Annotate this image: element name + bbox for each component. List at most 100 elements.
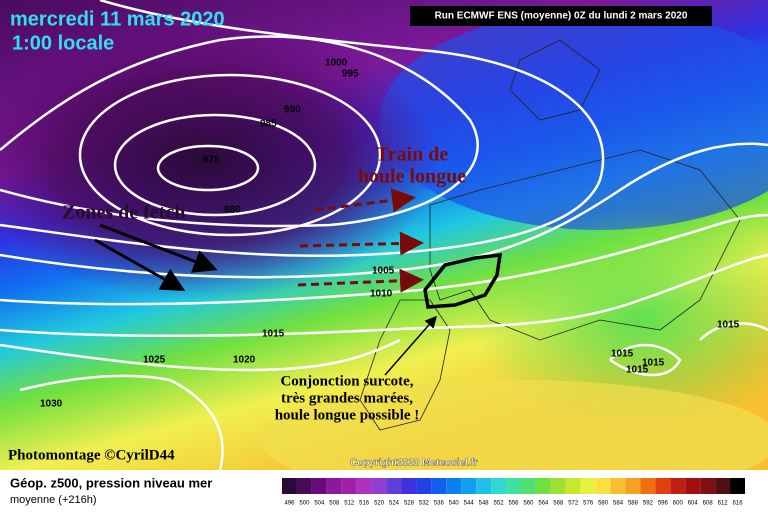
scale-swatch <box>476 478 492 494</box>
scale-label: 516 <box>359 501 370 507</box>
scale-label: 496 <box>284 501 295 507</box>
isobar-label: 1030 <box>40 399 63 410</box>
scale-swatch <box>700 478 716 494</box>
scale-label: 540 <box>449 501 460 507</box>
scale-swatch <box>282 478 297 494</box>
isobars <box>0 0 768 470</box>
scale-label: 588 <box>628 501 639 507</box>
scale-swatch <box>520 478 536 494</box>
scale-label: 616 <box>733 501 744 507</box>
scale-swatch <box>625 478 641 494</box>
time: 1:00 locale <box>12 32 114 54</box>
scale-swatch <box>431 478 447 494</box>
scale-label: 520 <box>374 501 385 507</box>
isobar-label: 1015 <box>262 329 285 340</box>
isobar-labels: 1000 995 990 985 975 980 1005 1010 1015 … <box>40 58 740 410</box>
scale-swatch <box>506 478 521 494</box>
scale-label: 604 <box>688 501 699 507</box>
scale-swatch <box>386 478 402 494</box>
fetch-label: Zones de fetch <box>62 202 185 224</box>
isobar-label: 1015 <box>642 358 665 369</box>
scale-label: 568 <box>553 501 564 507</box>
scale-label: 600 <box>673 501 684 507</box>
scale-swatch <box>730 478 745 494</box>
fetch-arrow <box>99 223 218 273</box>
isobar-label: 980 <box>224 205 241 216</box>
scale-swatch <box>326 478 342 494</box>
scale-swatch <box>595 478 611 494</box>
scale-swatch <box>685 478 701 494</box>
legend-title: Géop. z500, pression niveau mer <box>10 475 212 490</box>
scale-swatch <box>461 478 477 494</box>
run-label: Run ECMWF ENS (moyenne) 0Z du lundi 2 ma… <box>435 11 688 22</box>
pointer-arrow <box>384 315 437 376</box>
color-scale: 496 500 504 508 512 516 520 524 528 532 536 540 544 5… <box>282 478 745 507</box>
scale-swatch <box>670 478 686 494</box>
fetch-arrow <box>94 238 186 291</box>
scale-label: 552 <box>494 501 505 507</box>
isobar-label: 1015 <box>626 365 649 376</box>
scale-label: 608 <box>703 501 714 507</box>
scale-label: 504 <box>314 501 325 507</box>
scale-swatch <box>341 478 357 494</box>
scale-swatch <box>416 478 432 494</box>
scale-label: 596 <box>658 501 669 507</box>
scale-swatch <box>535 478 551 494</box>
scale-label: 500 <box>299 501 310 507</box>
isobar-label: 990 <box>284 105 301 116</box>
scale-swatch <box>371 478 387 494</box>
scale-swatch <box>550 478 566 494</box>
annotations: Train de houle longue Zones de fetch Con… <box>62 144 503 423</box>
scale-label: 576 <box>583 501 594 507</box>
date: mercredi 11 mars 2020 <box>10 8 225 30</box>
scale-swatch <box>655 478 671 494</box>
scale-label: 556 <box>508 501 519 507</box>
scale-label: 580 <box>598 501 609 507</box>
scale-label: 548 <box>479 501 490 507</box>
swell-label: houle longue <box>358 166 466 188</box>
swell-arrow <box>297 268 424 293</box>
isobar-label: 1020 <box>233 355 256 366</box>
swell-arrow <box>314 188 416 213</box>
scale-swatch <box>401 478 417 494</box>
isobar-label: 1015 <box>717 320 740 331</box>
legend-subtitle: moyenne (+216h) <box>10 494 97 506</box>
scale-label: 536 <box>434 501 445 507</box>
conjunction-label: Conjonction surcote, <box>280 373 413 389</box>
scale-swatch <box>580 478 596 494</box>
scale-label: 592 <box>643 501 654 507</box>
credit: Photomontage ©CyrilD44 <box>8 447 175 463</box>
scale-label: 584 <box>613 501 624 507</box>
coast-zone <box>423 252 503 309</box>
swell-label: Train de <box>376 144 449 166</box>
isobar-label: 1005 <box>372 266 395 277</box>
scale-swatch <box>610 478 626 494</box>
scale-swatch <box>565 478 581 494</box>
swell-arrow <box>299 231 424 256</box>
isobar-label: 975 <box>203 155 220 166</box>
isobar-label: 1000 <box>325 58 348 69</box>
scale-label: 528 <box>404 501 415 507</box>
isobar-label: 995 <box>342 69 359 80</box>
scale-label: 564 <box>538 501 549 507</box>
isobar-label: 1010 <box>370 289 393 300</box>
scale-swatch <box>311 478 327 494</box>
scale-label: 508 <box>329 501 340 507</box>
scale-label: 512 <box>344 501 355 507</box>
isobar-label: 985 <box>260 119 277 130</box>
header: mercredi 11 mars 2020 1:00 locale Run EC… <box>10 6 712 54</box>
scale-label: 532 <box>419 501 430 507</box>
scale-label: 612 <box>718 501 729 507</box>
isobar-label: 1015 <box>611 349 634 360</box>
scale-label: 544 <box>464 501 475 507</box>
scale-swatch <box>640 478 656 494</box>
scale-swatch <box>715 478 731 494</box>
scale-swatch <box>356 478 372 494</box>
scale-label: 524 <box>389 501 400 507</box>
run-box <box>410 6 712 26</box>
conjunction-label: houle longue possible ! <box>275 407 420 423</box>
scale-swatch <box>296 478 312 494</box>
scale-label: 572 <box>568 501 579 507</box>
isobar-label: 1025 <box>143 355 166 366</box>
